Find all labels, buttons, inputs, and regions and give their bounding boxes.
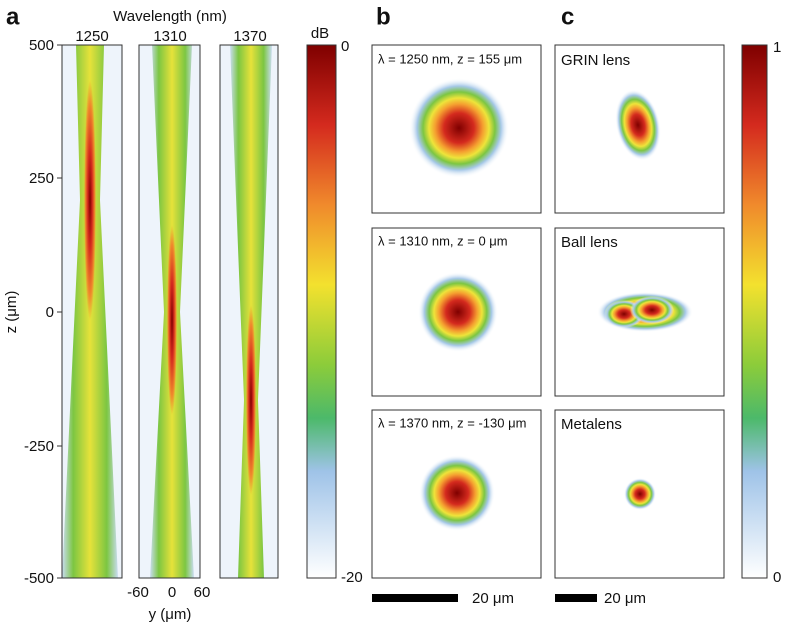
colorbar-unit: dB <box>311 25 329 42</box>
panel-letter: a <box>6 3 20 30</box>
wavelength-label: 1370 <box>233 28 266 45</box>
y-tick-label: 0 <box>46 304 54 321</box>
y-tick-label: 250 <box>29 170 54 187</box>
y-tick-label: -500 <box>24 570 54 587</box>
beam-strip <box>138 44 201 579</box>
y-tick-label: 500 <box>29 37 54 54</box>
wavelength-label: 1250 <box>75 28 108 45</box>
image-label: Ball lens <box>561 234 618 251</box>
beam-strip <box>219 44 279 579</box>
image-label: λ = 1250 nm, z = 155 μm <box>378 51 522 66</box>
image-label: Metalens <box>561 416 622 433</box>
y-tick-label: -250 <box>24 438 54 455</box>
axis-title: Wavelength (nm) <box>113 8 227 25</box>
scale-bar <box>372 594 458 602</box>
panel-letter: c <box>561 3 574 30</box>
panel-letter: b <box>376 3 391 30</box>
y-axis-title: z (μm) <box>3 291 20 334</box>
beam-image <box>371 409 542 579</box>
scale-bar-label: 20 μm <box>604 590 646 607</box>
beam-image <box>554 227 725 397</box>
beam-image <box>371 227 542 397</box>
x-tick-label: 0 <box>168 584 176 601</box>
colorbar-label: 1 <box>773 39 781 56</box>
beam-image <box>554 409 725 579</box>
image-label: λ = 1310 nm, z = 0 μm <box>378 233 508 248</box>
beam-image <box>554 44 725 214</box>
x-axis-title: y (μm) <box>149 606 192 623</box>
colorbar-label: 0 <box>341 38 349 55</box>
colorbar-label: 0 <box>773 569 781 586</box>
image-label: λ = 1370 nm, z = -130 μm <box>378 415 526 430</box>
colorbar-label: -20 <box>341 569 363 586</box>
colorbar <box>741 44 768 579</box>
scale-bar <box>555 594 597 602</box>
x-tick-label: 60 <box>194 584 211 601</box>
image-label: GRIN lens <box>561 52 630 69</box>
colorbar <box>306 44 337 579</box>
wavelength-label: 1310 <box>153 28 186 45</box>
x-tick-label: -60 <box>127 584 149 601</box>
scale-bar-label: 20 μm <box>472 590 514 607</box>
beam-image <box>371 44 542 214</box>
y-axis <box>57 44 62 579</box>
beam-strip <box>61 44 123 579</box>
